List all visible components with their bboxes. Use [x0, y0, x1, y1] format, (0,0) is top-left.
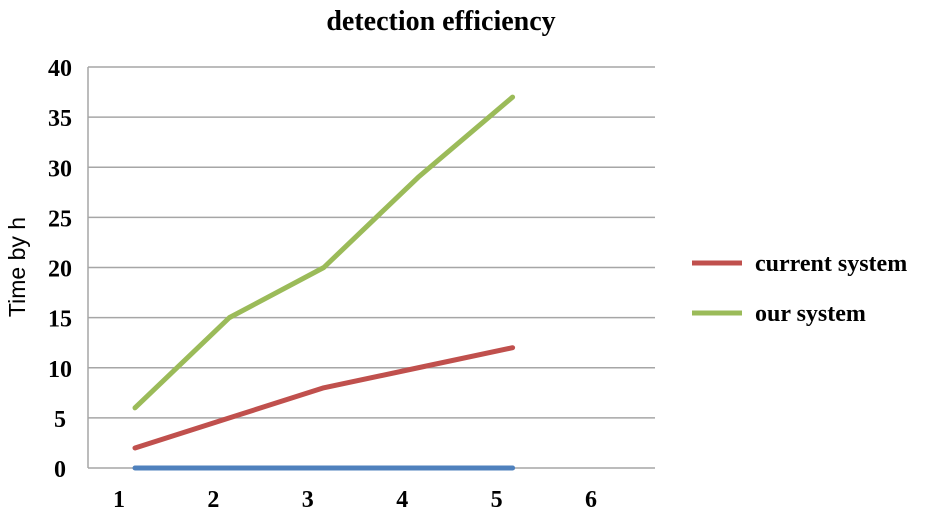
y-tick-label: 30 [48, 156, 72, 182]
y-tick-label: 20 [48, 257, 72, 283]
gridlines [87, 66, 655, 469]
x-tick-label: 2 [207, 487, 219, 512]
y-tick-label: 0 [54, 457, 66, 483]
data-point [134, 447, 136, 449]
y-axis-label: Time by h [4, 217, 30, 317]
data-point [228, 317, 230, 319]
x-tick-label: 6 [585, 487, 597, 512]
data-point [512, 96, 514, 98]
legend-label: our system [755, 301, 866, 327]
series-lines [132, 94, 516, 471]
y-axis-ticks: 0 5 10 15 20 25 30 35 40 [48, 56, 72, 483]
data-point [417, 467, 419, 469]
data-point [228, 417, 230, 419]
y-tick-label: 5 [54, 407, 66, 433]
y-tick-label: 10 [48, 357, 72, 383]
data-point [323, 467, 325, 469]
x-tick-label: 4 [396, 487, 408, 512]
x-tick-label: 3 [302, 487, 314, 512]
chart-title: detection efficiency [326, 6, 555, 37]
series-line [132, 345, 516, 451]
legend-label: current system [755, 251, 907, 277]
y-tick-label: 35 [48, 106, 72, 132]
y-tick-label: 40 [48, 56, 72, 82]
data-point [323, 267, 325, 268]
x-axis-ticks: 1 2 3 4 5 6 [113, 487, 597, 512]
y-tick-label: 15 [48, 307, 72, 333]
x-tick-label: 5 [491, 487, 503, 512]
legend: current system our system [692, 251, 907, 327]
data-point [134, 407, 136, 409]
y-tick-label: 25 [48, 206, 72, 232]
data-point [323, 387, 325, 389]
data-point [417, 367, 419, 369]
data-point [417, 176, 419, 178]
data-point [512, 467, 514, 469]
data-point [228, 467, 230, 469]
x-tick-label: 1 [113, 487, 125, 512]
data-point [134, 467, 136, 469]
data-point [512, 347, 514, 349]
